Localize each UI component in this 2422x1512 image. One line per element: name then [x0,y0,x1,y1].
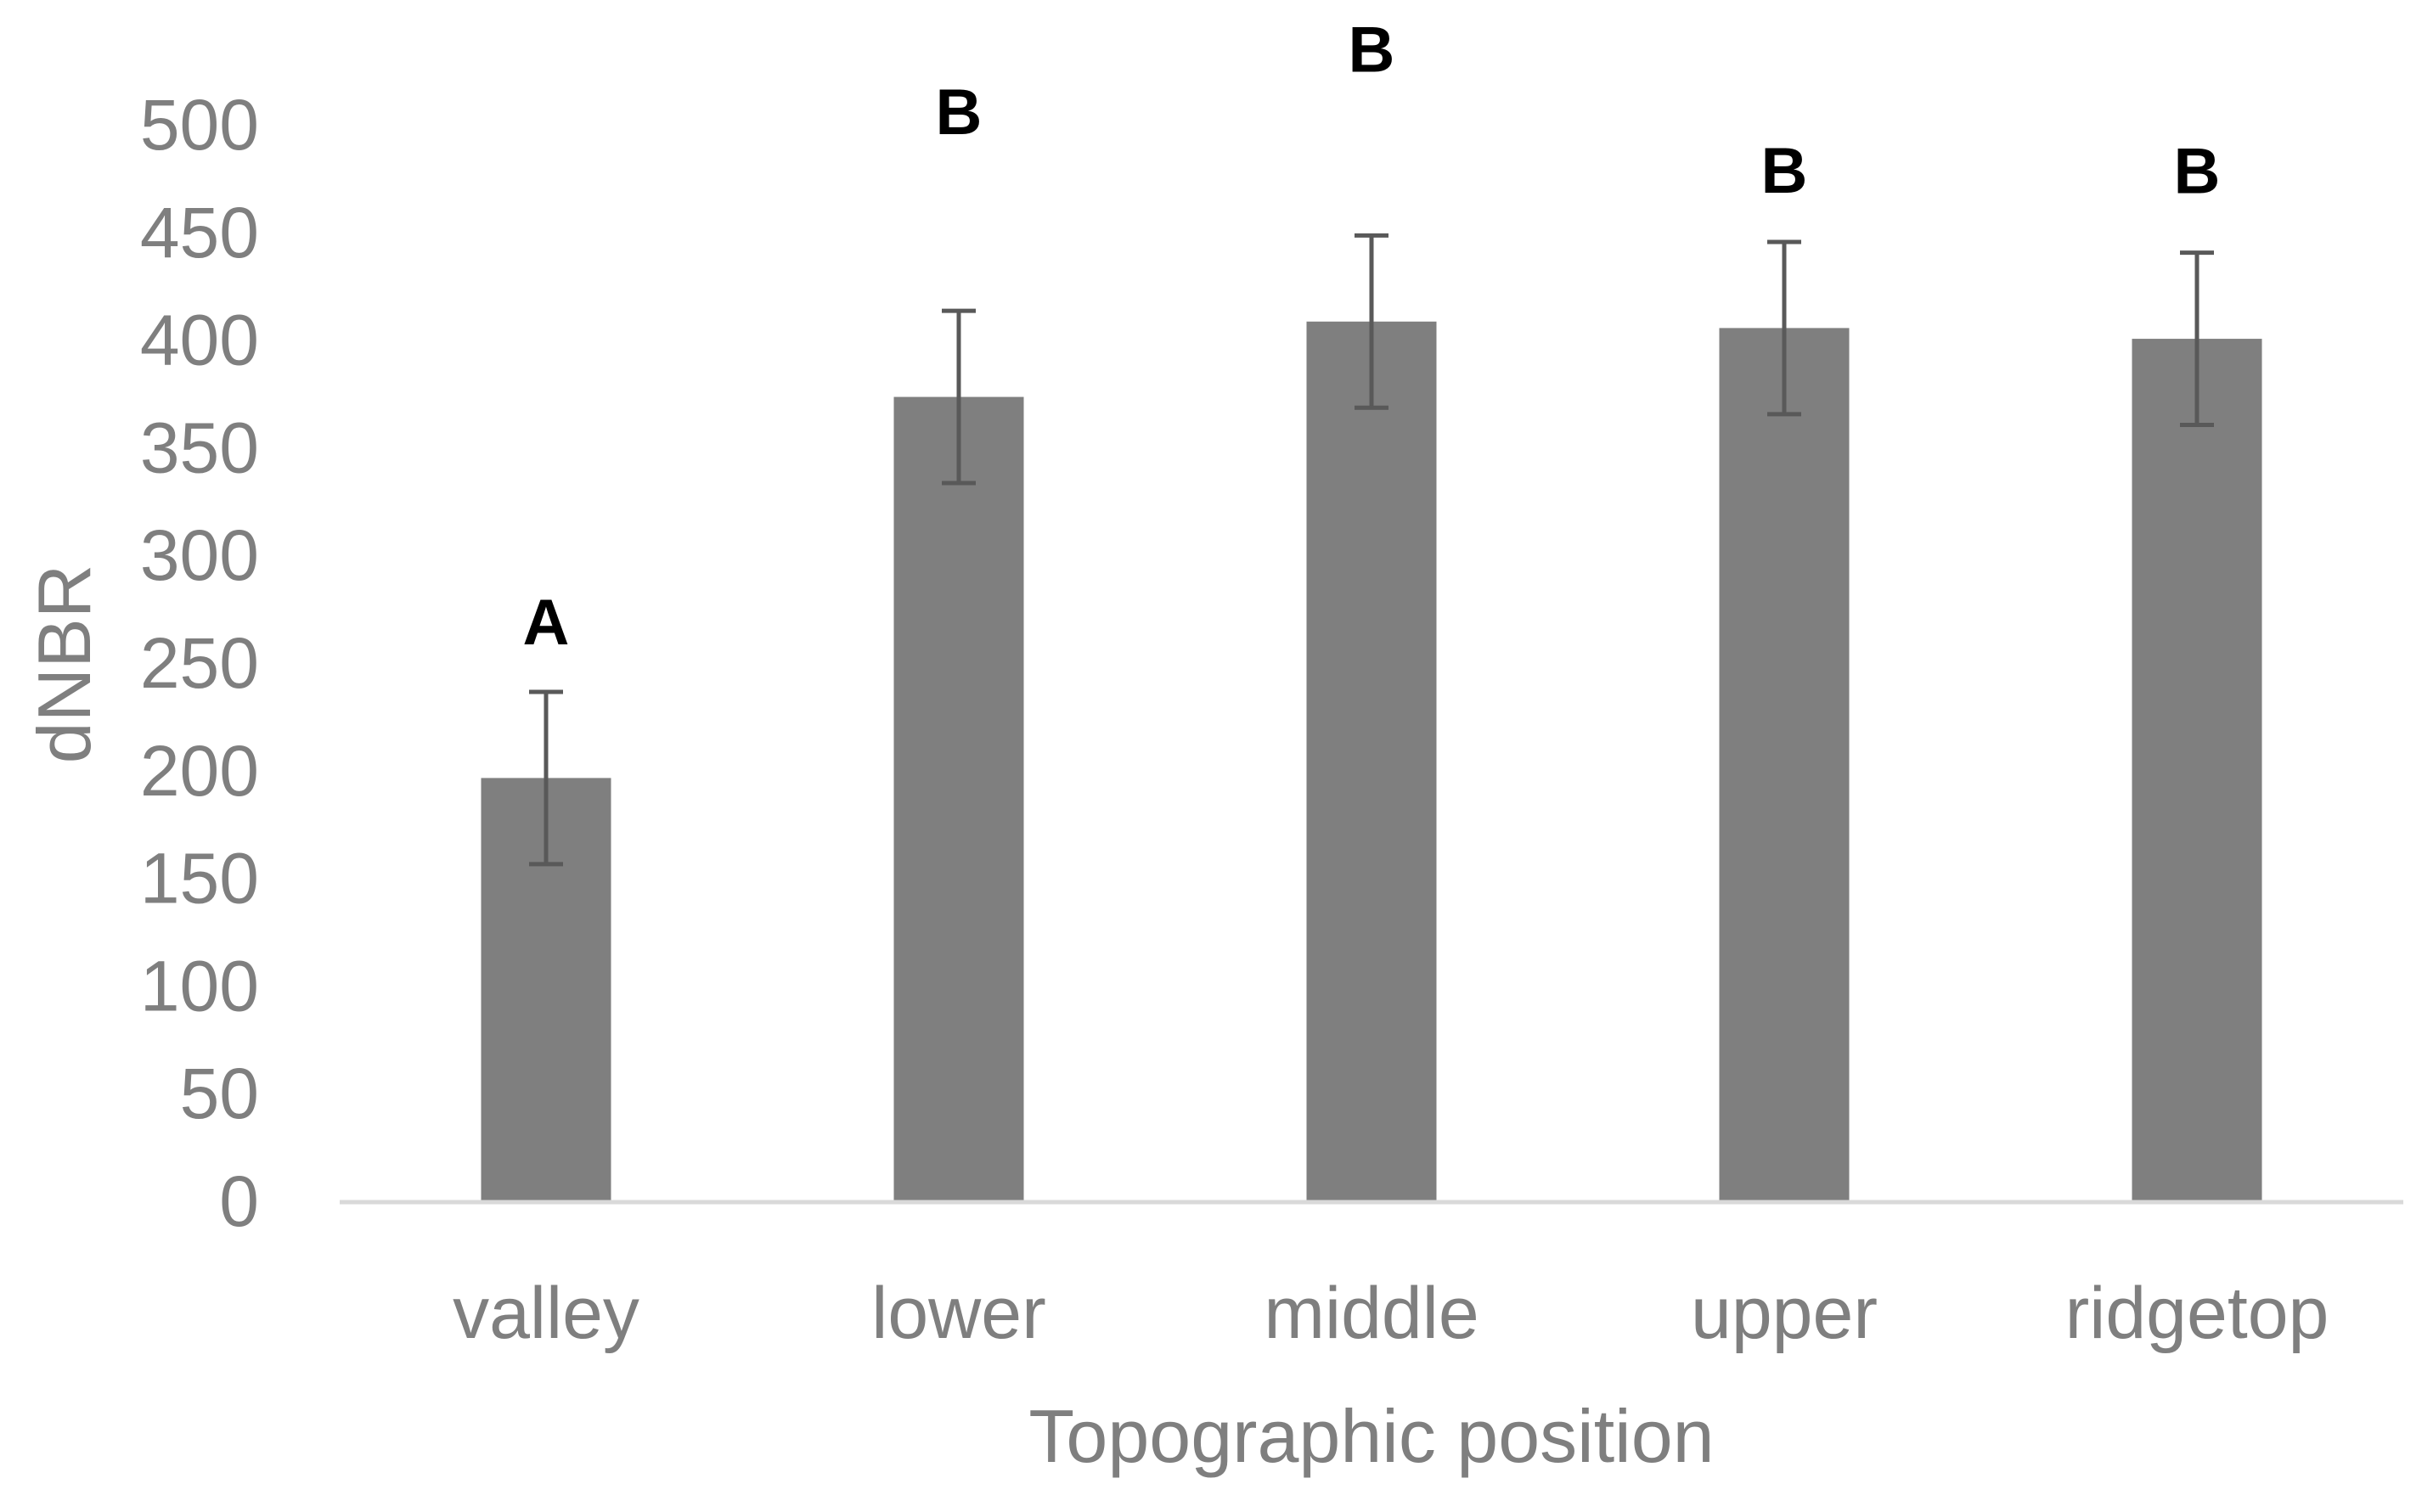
x-category-label: ridgetop [2065,1273,2329,1354]
y-tick-label: 100 [140,946,259,1026]
x-category-label: valley [453,1273,639,1354]
bar-lower [893,396,1024,1202]
y-axis-ticks: 0 50 100 150 200 250 300 350 400 450 500 [140,85,259,1241]
error-bar-middle [1355,233,1388,410]
y-tick-label: 50 [180,1054,259,1133]
significance-letters: A B B B B [523,14,2221,659]
significance-letter-lower: B [936,76,983,149]
significance-letter-ridgetop: B [2174,136,2221,208]
error-bars-group [529,233,2214,867]
bars-group [481,321,2262,1203]
bar-upper [1719,328,1850,1202]
x-axis-title: Topographic position [1028,1394,1714,1478]
y-tick-label: 200 [140,731,259,811]
y-tick-label: 250 [140,623,259,703]
x-category-label: upper [1691,1273,1878,1354]
y-tick-label: 0 [219,1161,259,1241]
error-bar-ridgetop [2180,250,2214,428]
significance-letter-upper: B [1761,135,1808,207]
y-axis-title: dNBR [22,565,106,764]
significance-letter-middle: B [1349,14,1395,86]
x-category-label: lower [871,1273,1046,1354]
y-tick-label: 300 [140,515,259,595]
y-tick-label: 400 [140,301,259,380]
y-tick-label: 450 [140,193,259,273]
error-bar-valley [529,689,563,867]
error-bar-lower [942,308,976,486]
error-bar-upper [1767,239,1801,417]
x-axis-categories: valley lower middle upper ridgetop [453,1273,2329,1354]
bar-middle [1306,321,1437,1202]
y-tick-label: 150 [140,839,259,919]
significance-letter-valley: A [523,587,570,659]
y-tick-label: 350 [140,408,259,487]
bar-ridgetop [2132,339,2262,1203]
y-tick-label: 500 [140,85,259,165]
x-category-label: middle [1264,1273,1479,1354]
